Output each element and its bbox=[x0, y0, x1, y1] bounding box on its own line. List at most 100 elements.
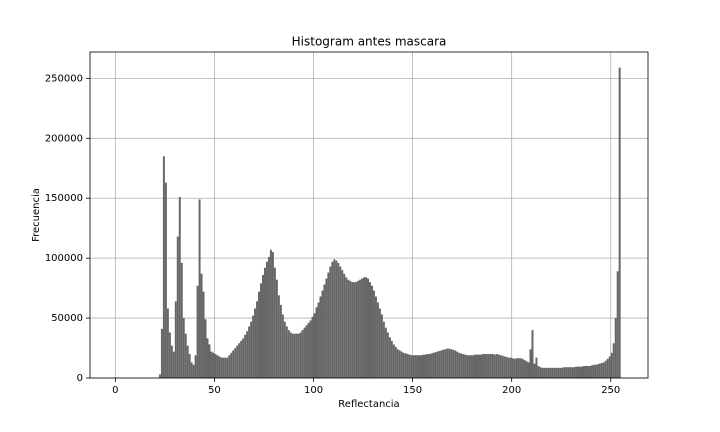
bar bbox=[359, 279, 362, 378]
bar bbox=[160, 328, 163, 378]
bar bbox=[281, 314, 284, 378]
bar bbox=[600, 363, 603, 378]
bar bbox=[158, 374, 161, 378]
bar bbox=[291, 333, 294, 378]
bar bbox=[444, 349, 447, 378]
y-tick-label: 250000 bbox=[45, 73, 83, 84]
x-tick-label: 200 bbox=[502, 385, 521, 396]
y-tick-label: 200000 bbox=[45, 133, 83, 144]
bar bbox=[382, 321, 385, 378]
bar bbox=[428, 354, 431, 378]
bar bbox=[416, 355, 419, 378]
bar bbox=[242, 338, 245, 378]
bar bbox=[507, 357, 510, 378]
bar bbox=[178, 197, 181, 378]
bar bbox=[491, 354, 494, 378]
bar bbox=[404, 353, 407, 378]
bar bbox=[481, 354, 484, 378]
bar bbox=[244, 334, 247, 378]
bar bbox=[422, 354, 425, 378]
bar bbox=[588, 366, 591, 378]
bar bbox=[594, 364, 597, 378]
bar bbox=[608, 356, 611, 378]
bar bbox=[333, 259, 336, 378]
bar bbox=[162, 156, 165, 378]
x-axis-label: Reflectancia bbox=[338, 399, 399, 410]
bar bbox=[400, 351, 403, 378]
bar bbox=[604, 360, 607, 378]
bar bbox=[285, 326, 288, 378]
bar bbox=[559, 367, 562, 378]
bar bbox=[273, 267, 276, 378]
bar bbox=[271, 252, 274, 378]
bar bbox=[487, 354, 490, 378]
bar bbox=[170, 345, 173, 378]
bar bbox=[573, 367, 576, 378]
bar bbox=[458, 352, 461, 378]
bar bbox=[236, 345, 239, 378]
bar bbox=[184, 333, 187, 378]
bar bbox=[618, 67, 621, 379]
bar bbox=[531, 330, 534, 378]
bar bbox=[448, 348, 451, 378]
bar bbox=[250, 321, 253, 378]
bar bbox=[277, 295, 280, 378]
bar bbox=[476, 354, 478, 378]
bar bbox=[380, 314, 383, 378]
bar bbox=[293, 333, 296, 378]
bar bbox=[226, 357, 229, 378]
bar bbox=[543, 367, 546, 378]
bar bbox=[577, 366, 580, 378]
bar bbox=[424, 354, 427, 378]
bar bbox=[329, 266, 332, 378]
bar bbox=[561, 367, 564, 378]
bar bbox=[258, 291, 261, 378]
bar bbox=[549, 367, 552, 378]
bar bbox=[307, 322, 310, 378]
bar bbox=[440, 350, 443, 378]
bar bbox=[454, 350, 457, 378]
x-tick-label: 50 bbox=[208, 385, 221, 396]
bar bbox=[378, 308, 381, 378]
bar bbox=[254, 308, 257, 378]
bar bbox=[301, 330, 304, 378]
bar bbox=[303, 327, 306, 378]
bar bbox=[384, 327, 387, 378]
bar bbox=[509, 357, 512, 378]
bar bbox=[519, 358, 522, 378]
bar bbox=[372, 290, 375, 378]
bar bbox=[186, 345, 189, 378]
bar bbox=[584, 366, 587, 378]
y-tick-label: 150000 bbox=[45, 193, 83, 204]
bar bbox=[527, 362, 530, 378]
bar bbox=[450, 349, 453, 378]
bar bbox=[493, 354, 496, 378]
bar bbox=[567, 367, 570, 378]
bar bbox=[275, 279, 278, 378]
bar bbox=[541, 367, 544, 378]
bar bbox=[240, 340, 243, 378]
bar bbox=[353, 282, 356, 378]
bar bbox=[196, 285, 199, 378]
bar bbox=[598, 363, 601, 378]
bar bbox=[194, 355, 197, 378]
bar bbox=[468, 355, 471, 378]
bar bbox=[313, 313, 316, 378]
chart-title: Histogram antes mascara bbox=[292, 35, 447, 49]
bar bbox=[521, 358, 524, 378]
bar bbox=[398, 350, 401, 378]
bar bbox=[331, 261, 334, 378]
bar bbox=[267, 256, 270, 378]
bar bbox=[442, 349, 445, 378]
bar bbox=[402, 352, 405, 378]
bar bbox=[396, 349, 399, 378]
bar bbox=[238, 343, 241, 378]
bar bbox=[323, 284, 326, 378]
bar bbox=[172, 351, 175, 378]
bar bbox=[499, 355, 502, 378]
bar bbox=[218, 356, 221, 378]
bar bbox=[602, 362, 605, 378]
bar bbox=[460, 353, 463, 378]
bar bbox=[470, 355, 473, 378]
